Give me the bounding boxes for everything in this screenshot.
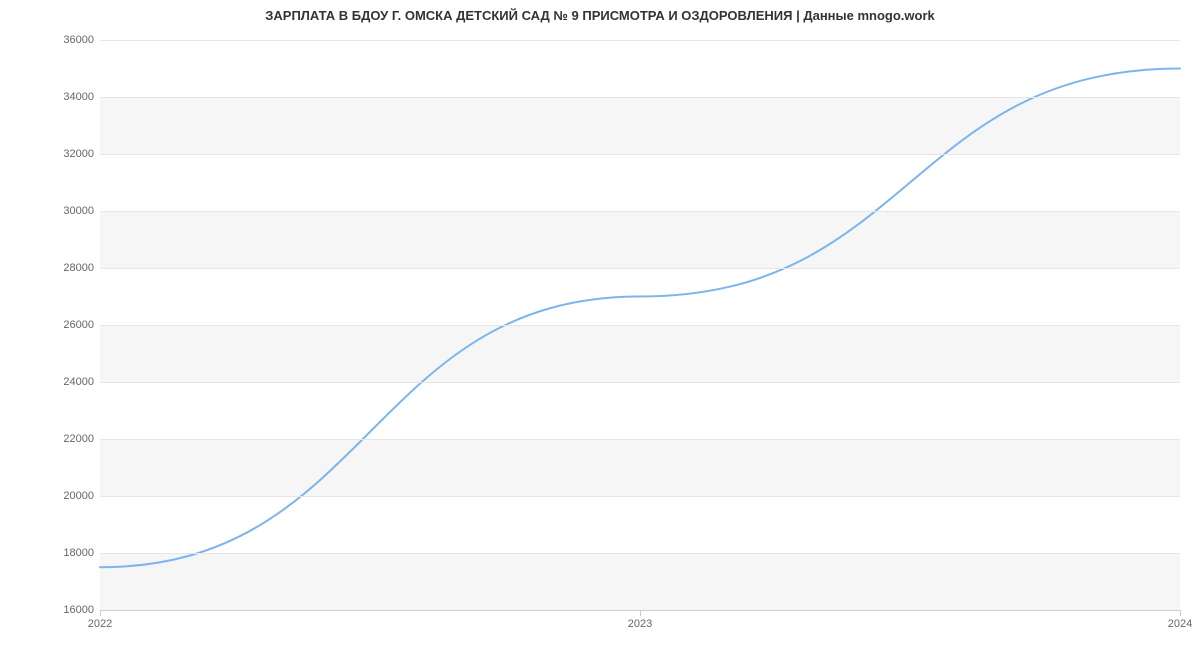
y-tick-label: 20000 <box>63 490 100 502</box>
x-tick-label: 2022 <box>88 610 112 630</box>
y-gridline <box>100 496 1180 497</box>
y-gridline <box>100 154 1180 155</box>
y-gridline <box>100 268 1180 269</box>
y-gridline <box>100 553 1180 554</box>
x-tick-label: 2023 <box>628 610 652 630</box>
y-tick-label: 32000 <box>63 148 100 160</box>
series-line-salary <box>100 69 1180 568</box>
y-tick-label: 26000 <box>63 319 100 331</box>
plot-area: 1600018000200002200024000260002800030000… <box>100 40 1180 610</box>
x-tick-label: 2024 <box>1168 610 1192 630</box>
y-gridline <box>100 382 1180 383</box>
y-gridline <box>100 40 1180 41</box>
y-tick-label: 24000 <box>63 376 100 388</box>
y-tick-label: 18000 <box>63 547 100 559</box>
y-tick-label: 36000 <box>63 34 100 46</box>
y-tick-label: 34000 <box>63 91 100 103</box>
y-gridline <box>100 325 1180 326</box>
y-gridline <box>100 97 1180 98</box>
y-tick-label: 28000 <box>63 262 100 274</box>
chart-title: ЗАРПЛАТА В БДОУ Г. ОМСКА ДЕТСКИЙ САД № 9… <box>0 8 1200 23</box>
y-gridline <box>100 439 1180 440</box>
y-gridline <box>100 211 1180 212</box>
y-tick-label: 22000 <box>63 433 100 445</box>
y-tick-label: 30000 <box>63 205 100 217</box>
chart-container: ЗАРПЛАТА В БДОУ Г. ОМСКА ДЕТСКИЙ САД № 9… <box>0 0 1200 650</box>
